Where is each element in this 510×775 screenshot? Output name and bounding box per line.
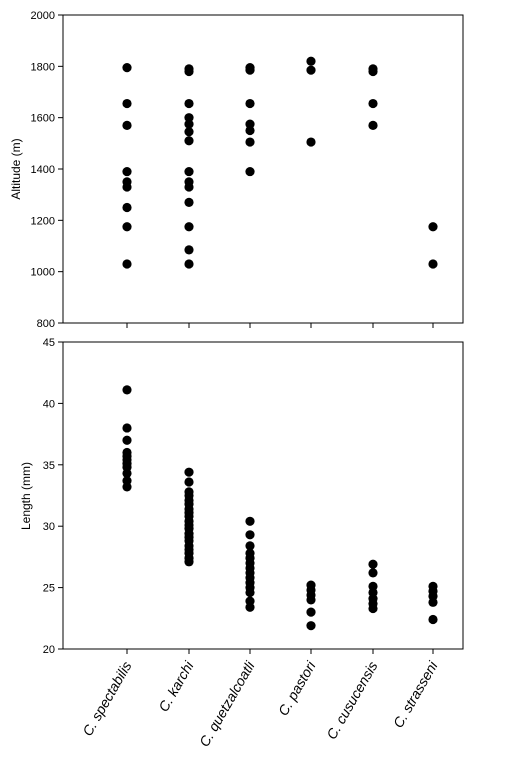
altitude-point [245,166,255,177]
altitude-y-tick-label: 1000 [31,267,55,279]
length-point [245,530,255,540]
length-point [122,435,132,445]
altitude-point [368,120,378,130]
altitude-y-tick-label: 1600 [31,113,55,125]
length-point [245,516,255,526]
length-point [122,423,132,433]
length-y-tick-label: 30 [43,521,55,533]
length-point [184,487,194,497]
category-label: C. quetzalcoatli [196,658,258,750]
altitude-point [184,259,194,269]
category-labels: C. spectabilis C. karchi C. quetzalcoatli C… [79,658,441,750]
altitude-point [184,119,194,129]
length-points [122,385,438,631]
length-point [184,477,194,487]
altitude-plot-frame [62,14,464,324]
altitude-point [184,222,194,232]
length-y-tick-label: 45 [43,337,55,349]
altitude-points [122,56,438,269]
length-point [245,548,255,558]
altitude-y-tick-label: 1200 [31,215,55,227]
category-label: C. karchi [155,658,197,715]
length-y-axis-title: Length (mm) [19,462,33,530]
altitude-y-tick-label: 1800 [31,61,55,73]
category-label: C. strasseni [390,658,441,731]
length-point [368,559,378,569]
length-point [428,581,438,591]
altitude-point [245,137,255,147]
altitude-point [245,63,255,73]
altitude-point [245,119,255,129]
altitude-point [122,166,132,177]
altitude-point [428,259,438,269]
length-point [245,541,255,551]
altitude-point [184,177,194,187]
altitude-y-axis-title: Altitude (m) [9,138,23,199]
length-point [428,614,438,625]
altitude-point [184,127,194,137]
altitude-point [306,56,316,66]
altitude-x-ticks [126,323,434,328]
length-y-tick-label: 25 [43,583,55,595]
length-plot-frame [62,341,464,650]
category-label: C. spectabilis [79,659,134,739]
altitude-point [122,222,132,232]
altitude-point [184,245,194,255]
length-point [122,385,132,395]
altitude-y-tick-label: 2000 [31,10,55,22]
altitude-point [184,98,194,109]
length-point [122,447,132,458]
altitude-point [122,98,132,109]
altitude-y-tick-label: 1400 [31,164,55,176]
altitude-point [245,98,255,109]
length-point [245,596,255,606]
altitude-point [122,259,132,269]
length-point [184,467,194,477]
length-point [306,580,316,590]
altitude-point [184,113,194,123]
length-point [368,568,378,578]
category-label: C. pastori [275,658,319,719]
altitude-point [184,197,194,207]
altitude-point [428,222,438,232]
altitude-point [184,136,194,146]
length-point [306,621,316,631]
category-label: C. cusucensis [323,659,380,742]
length-point [306,607,316,617]
altitude-point [122,120,132,130]
length-point [368,581,378,591]
altitude-point [184,166,194,177]
length-y-tick-label: 20 [43,644,55,656]
altitude-point [306,137,316,147]
altitude-panel: Altitude (m) 800 1000 1200 1400 1600 1800 2000 [9,10,464,330]
length-y-tick-label: 40 [43,398,55,410]
altitude-point [122,63,132,73]
altitude-point [245,125,255,136]
length-x-ticks [126,649,434,654]
altitude-point [122,177,132,187]
altitude-point [184,64,194,74]
length-y-tick-label: 35 [43,460,55,472]
altitude-y-tick-label: 800 [37,318,55,330]
length-point [122,476,132,486]
altitude-point [368,64,378,74]
length-y-axis: 20 25 30 35 40 45 [43,337,63,656]
altitude-point [122,202,132,213]
altitude-y-axis: 800 1000 1200 1400 1600 1800 2000 [31,10,63,330]
altitude-point [368,98,378,109]
altitude-point [306,65,316,75]
